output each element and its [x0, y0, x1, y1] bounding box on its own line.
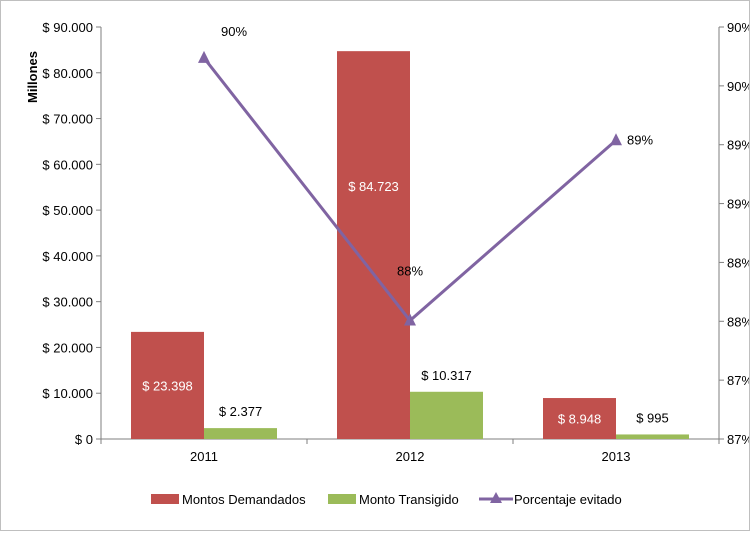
- right-tick-label: 87%: [727, 373, 749, 388]
- legend-marker-porcentaje-evitado: [490, 492, 502, 503]
- axes: $ 0 $ 10.000 $ 20.000 $ 30.000 $ 40.000 $ 50.…: [25, 20, 750, 464]
- legend: Montos Demandados Monto Transigido Porcent…: [151, 492, 622, 507]
- bar-montos-demandados: [543, 398, 616, 439]
- percentage-line: [198, 50, 622, 326]
- label-monto-transigido: $ 995: [636, 410, 669, 425]
- left-tick-label: $ 90.000: [42, 20, 93, 35]
- left-tick-label: $ 60.000: [42, 157, 93, 172]
- left-tick-label: $ 30.000: [42, 295, 93, 310]
- y-axis-title: Millones: [25, 51, 40, 103]
- marker-porcentaje-evitado: [198, 50, 210, 63]
- right-tick-label: 89%: [727, 197, 749, 212]
- label-monto-transigido: $ 2.377: [219, 404, 262, 419]
- legend-label-montos-demandados: Montos Demandados: [182, 492, 306, 507]
- right-tick-label: 90%: [727, 20, 749, 35]
- category-label: 2013: [602, 449, 631, 464]
- legend-swatch-monto-transigido: [328, 494, 356, 504]
- legend-label-porcentaje-evitado: Porcentaje evitado: [514, 492, 622, 507]
- left-tick-label: $ 0: [75, 432, 93, 447]
- category-label: 2012: [396, 449, 425, 464]
- right-tick-label: 88%: [727, 314, 749, 329]
- left-tick-label: $ 70.000: [42, 112, 93, 127]
- label-porcentaje-evitado: 89%: [627, 132, 653, 147]
- data-labels: $ 23.398 $ 2.377 $ 84.723 $ 10.317 $ 8.948 $ …: [142, 24, 669, 427]
- label-porcentaje-evitado: 88%: [397, 264, 423, 279]
- marker-porcentaje-evitado: [610, 133, 622, 146]
- label-montos-demandados: $ 84.723: [348, 179, 399, 194]
- label-porcentaje-evitado: 90%: [221, 24, 247, 39]
- right-tick-label: 87%: [727, 432, 749, 447]
- bar-monto-transigido: [410, 391, 483, 439]
- right-tick-label: 88%: [727, 255, 749, 270]
- label-montos-demandados: $ 8.948: [558, 412, 601, 427]
- bar-montos-demandados: [337, 51, 410, 440]
- legend-swatch-montos-demandados: [151, 494, 179, 504]
- left-tick-label: $ 50.000: [42, 203, 93, 218]
- marker-porcentaje-evitado: [404, 313, 416, 326]
- category-label: 2011: [190, 449, 218, 464]
- left-tick-label: $ 10.000: [42, 386, 93, 401]
- label-monto-transigido: $ 10.317: [421, 368, 472, 383]
- bar-montos-demandados: [131, 331, 204, 439]
- right-tick-label: 89%: [727, 138, 749, 153]
- bar-monto-transigido: [204, 428, 277, 439]
- left-tick-label: $ 20.000: [42, 340, 93, 355]
- right-tick-label: 90%: [727, 79, 749, 94]
- bars: [131, 51, 689, 440]
- label-montos-demandados: $ 23.398: [142, 378, 193, 393]
- bar-monto-transigido: [616, 434, 689, 439]
- legend-label-monto-transigido: Monto Transigido: [359, 492, 459, 507]
- left-tick-label: $ 80.000: [42, 66, 93, 81]
- left-tick-label: $ 40.000: [42, 249, 93, 264]
